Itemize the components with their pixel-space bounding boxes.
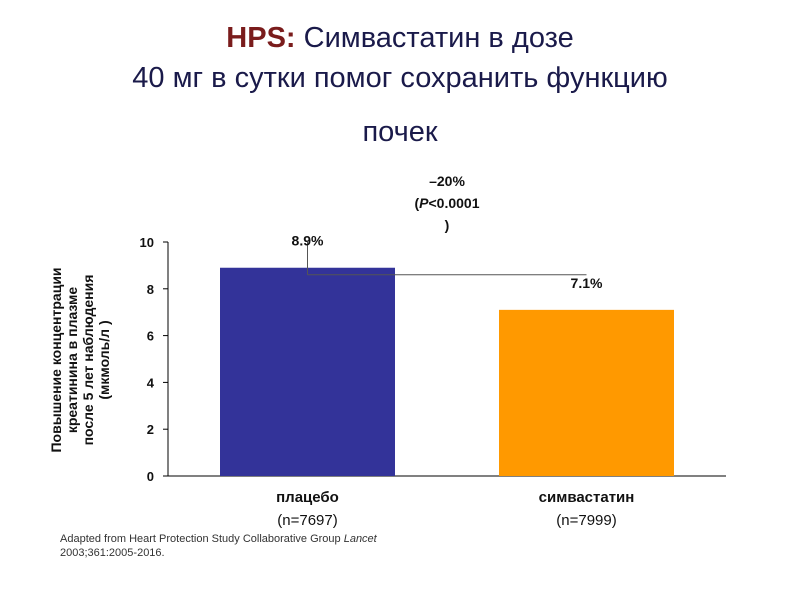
y-tick-label: 2: [147, 422, 154, 437]
title-line-3: почек: [362, 116, 438, 148]
y-axis-ticks: 0 2 4 6 8 10: [140, 235, 168, 484]
p-value-open: (: [414, 195, 419, 211]
p-value-number: <0.0001: [429, 195, 480, 211]
y-tick-label: 0: [147, 469, 154, 484]
title-line-1: Симвастатин в дозе: [303, 22, 574, 54]
y-tick-label: 6: [147, 329, 154, 344]
bar-value-label: 8.9%: [292, 233, 324, 249]
source-prefix: Adapted from Heart Protection Study Coll…: [60, 533, 344, 545]
source-reference: 2003;361:2005-2016.: [60, 547, 165, 559]
y-tick-label: 4: [147, 375, 155, 390]
title-line-2: 40 мг в сутки помог сохранить функцию: [132, 62, 668, 94]
category-count: (n=7697): [277, 512, 337, 529]
category-label: плацебо: [276, 489, 339, 506]
source-citation: Adapted from Heart Protection Study Coll…: [60, 532, 460, 560]
p-value-symbol: P: [419, 195, 429, 211]
source-journal: Lancet: [343, 533, 377, 545]
p-value-label: (P<0.0001: [414, 195, 479, 211]
p-value-close: ): [445, 217, 450, 233]
category-count: (n=7999): [556, 512, 616, 529]
bar-1: [220, 267, 395, 476]
category-labels: плацебо (n=7697) симвастатин (n=7999): [276, 489, 634, 529]
y-tick-label: 8: [147, 282, 154, 297]
page-title: HPS: Симвастатин в дозе 40 мг в сутки по…: [0, 18, 800, 152]
difference-label: –20%: [429, 173, 465, 189]
y-tick-label: 10: [140, 235, 154, 250]
title-prefix: HPS:: [226, 22, 296, 54]
category-label: симвастатин: [539, 489, 635, 506]
bar-value-label: 7.1%: [571, 275, 603, 291]
bars: [220, 267, 674, 476]
bar-2: [499, 309, 674, 476]
bar-value-labels: 8.9% 7.1%: [292, 233, 603, 291]
